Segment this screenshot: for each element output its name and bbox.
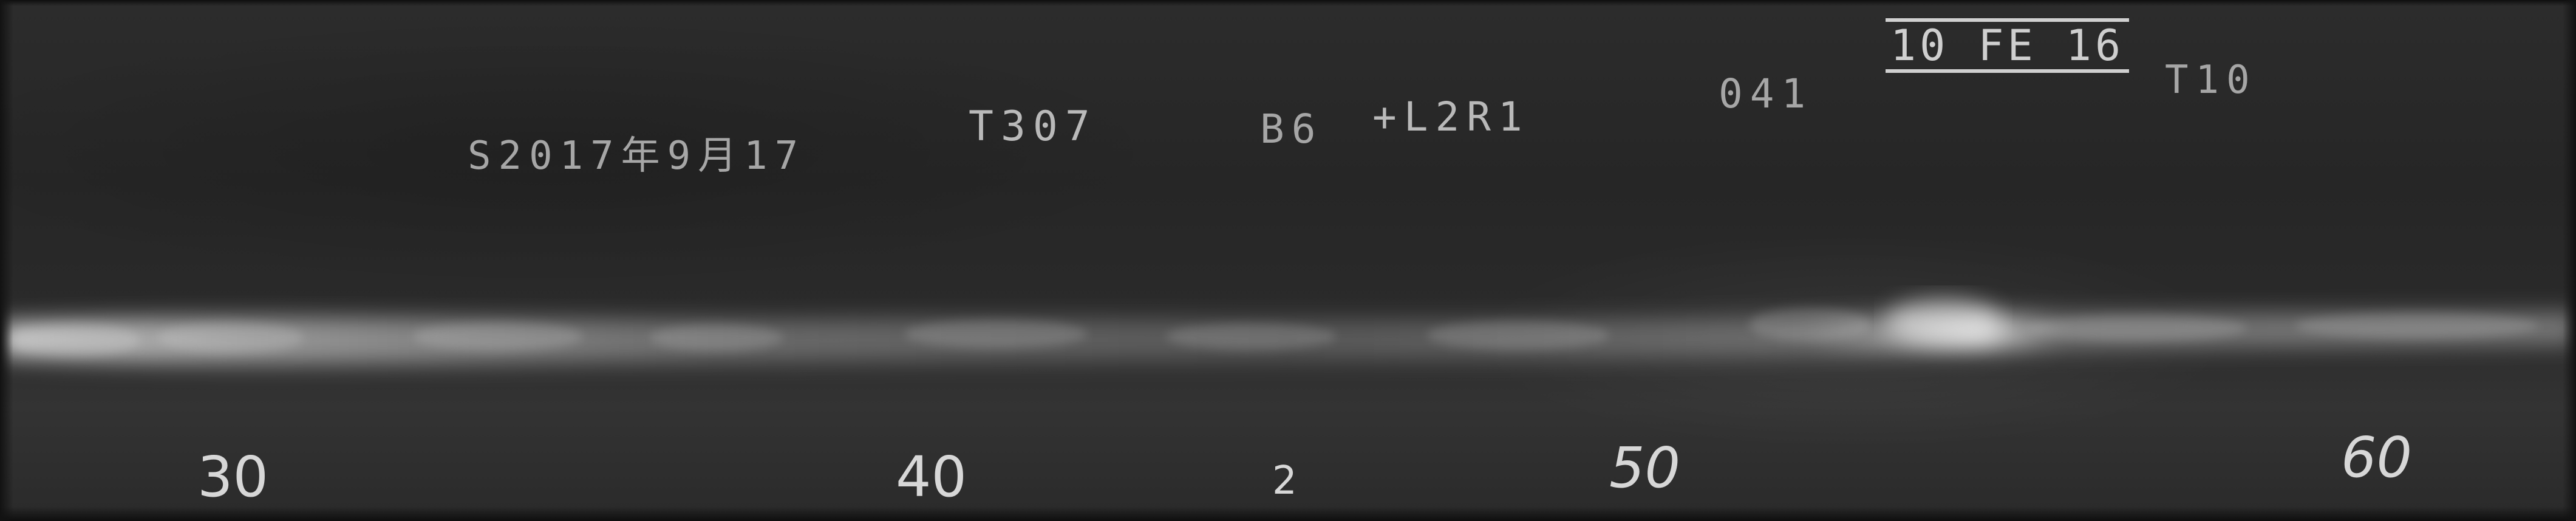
scale-marker-30: 30	[197, 444, 269, 509]
weld-number-marking: T307	[969, 103, 1097, 151]
boxed-tag-marking: 10 FE 16	[1886, 18, 2130, 73]
film-edge-bottom	[0, 506, 2576, 521]
film-edge-right	[2563, 0, 2576, 521]
scale-marker-50: 50	[1609, 435, 1681, 500]
film-number-marking: 041	[1719, 70, 1813, 117]
scale-marker-40: 40	[896, 444, 967, 509]
film-edge-top	[0, 0, 2576, 6]
weld-bright-spot	[1886, 299, 2001, 342]
weld-seam	[0, 299, 2576, 364]
weld-ripple-group	[6, 307, 2538, 357]
position-code-marking: +L2R1	[1372, 94, 1530, 140]
plate-code-marking: B6	[1260, 106, 1323, 152]
thickness-code-marking: T10	[2165, 58, 2257, 103]
scale-marker-60: 60	[2341, 425, 2413, 490]
film-edge-left	[0, 0, 13, 521]
date-code-marking: S2017年9月17	[468, 134, 806, 179]
scale-marker-2: 2	[1272, 458, 1297, 503]
